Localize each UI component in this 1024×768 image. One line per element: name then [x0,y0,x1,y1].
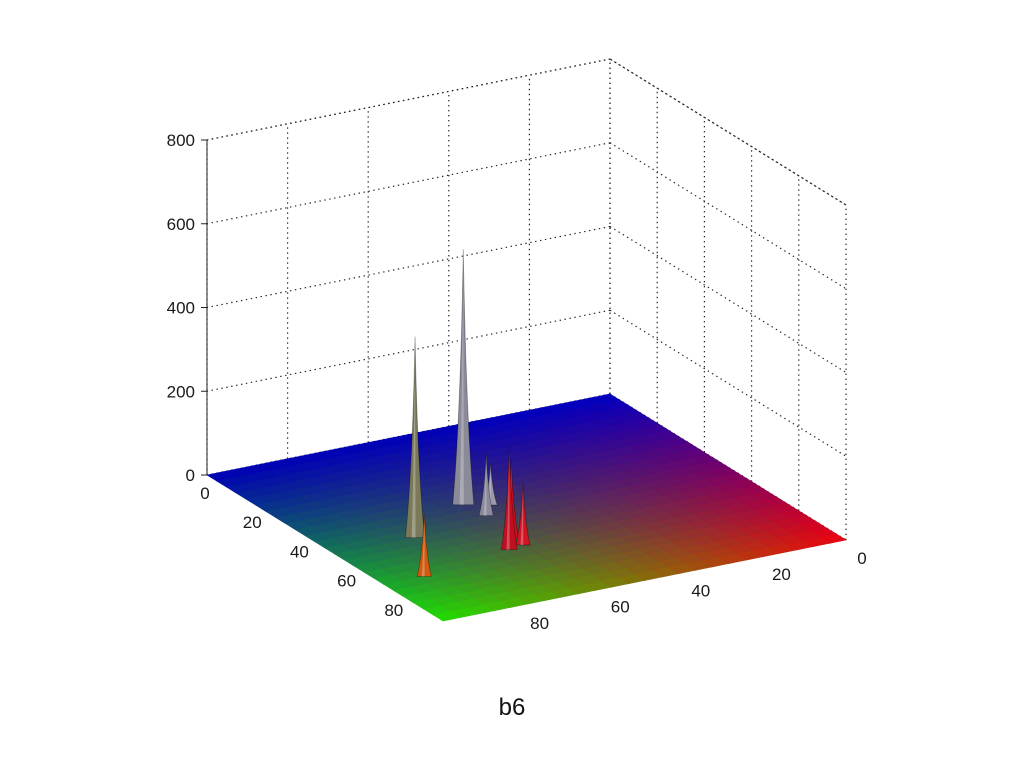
surface-peak-highlight [459,253,464,505]
x-tick-label: 20 [243,513,262,532]
z-tick-label: 0 [186,466,195,485]
grid-line-top [609,58,847,206]
surface-floor [206,393,847,622]
axes [201,139,208,476]
y-tick-label: 0 [857,549,866,568]
floor-cell [432,611,461,622]
surface-peak [404,336,426,539]
y-tick-label: 80 [530,614,549,633]
z-tick-label: 200 [167,382,195,401]
z-tick-label: 600 [167,215,195,234]
surface-peak [452,249,475,506]
surface-peak-highlight [421,517,425,577]
grid-line-side-horizontal [609,225,847,374]
y-tick-label: 40 [691,581,710,600]
z-tick-label: 400 [167,299,195,318]
x-tick-label: 60 [337,572,356,591]
surface-peak [500,444,518,551]
x-tick-label: 40 [290,542,309,561]
surface-peaks [404,249,531,577]
x-tick-label: 80 [384,601,403,620]
grid-line-side-horizontal [609,142,847,290]
grid-line-back-horizontal [206,309,611,392]
surface-peak-highlight [411,340,416,538]
z-tick-label: 800 [167,131,195,150]
y-tick-label: 60 [611,598,630,617]
grid-line-back-horizontal [206,142,611,225]
surface-peak-highlight [488,467,491,506]
grid-line-top [206,58,611,141]
grid-line-back-horizontal [206,225,611,309]
surface-peak [515,482,531,546]
grid-line-side-horizontal [609,309,847,457]
surface-peak [478,452,494,516]
surface-peak-highlight [483,456,487,516]
surface-peak-highlight [506,448,510,550]
surface-peak [416,513,432,577]
figure-caption: b6 [498,694,526,721]
surface-peak-highlight [520,486,524,545]
y-tick-label: 20 [772,565,791,584]
x-tick-label: 0 [200,484,209,503]
